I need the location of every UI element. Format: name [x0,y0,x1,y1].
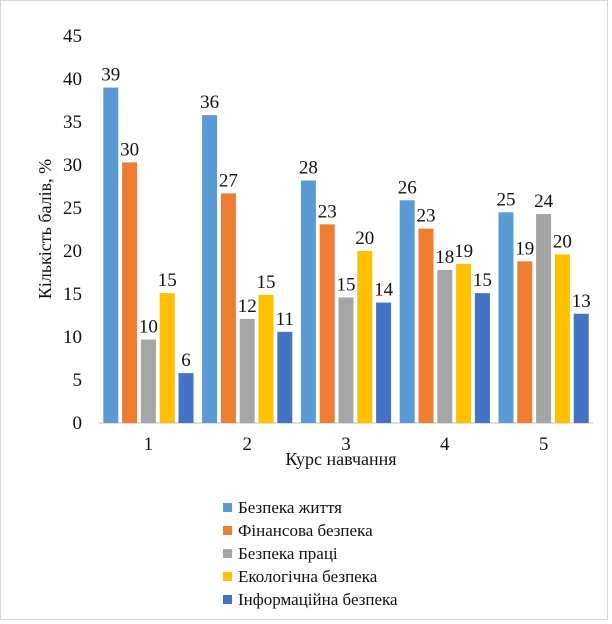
data-label: 11 [276,309,294,330]
data-label: 14 [374,280,394,301]
bar [338,297,354,423]
data-label: 19 [454,241,473,262]
data-label: 26 [398,177,417,198]
bar [122,162,138,424]
legend-swatch [223,526,232,535]
bar [202,115,218,424]
y-tick-label: 35 [63,112,82,133]
bar [140,339,156,423]
data-label: 25 [497,189,516,210]
bar [456,263,472,423]
legend-swatch [223,595,232,604]
bar [517,261,533,423]
y-tick-label: 15 [63,284,82,305]
data-label: 15 [257,272,276,293]
data-label: 20 [553,231,572,252]
x-tick-label: 3 [341,434,351,455]
legend-label: Інформаційна безпека [238,590,398,609]
bar [239,318,255,423]
bar [103,87,119,423]
legend: Безпека життя Фінансова безпека Безпека пр… [223,498,398,609]
legend-label: Безпека життя [238,498,342,517]
legend-swatch [223,503,232,512]
data-label: 15 [473,270,492,291]
data-label: 39 [101,65,120,86]
data-label: 24 [534,191,554,212]
bar [178,373,194,423]
data-label: 20 [355,228,374,249]
data-label: 15 [158,270,177,291]
y-tick-label: 45 [63,26,82,47]
y-tick-label: 5 [73,370,83,391]
bar [300,180,316,423]
data-label: 19 [515,238,534,259]
legend-label: Екологічна безпека [238,567,378,586]
y-tick-label: 30 [63,155,82,176]
y-tick-label: 40 [63,69,82,90]
x-tick-label: 2 [242,434,252,455]
data-label: 15 [337,274,356,295]
bar [554,254,570,423]
data-label: 27 [219,170,238,191]
bar [437,269,453,423]
legend-label: Фінансова безпека [238,521,373,540]
data-label: 13 [572,291,591,312]
x-tick-label: 4 [440,434,450,455]
data-label: 30 [120,139,139,160]
bar [376,302,392,423]
data-label: 12 [238,296,257,317]
x-axis-title: Курс навчання [285,449,396,469]
y-tick-label: 25 [63,198,82,219]
data-label: 23 [318,201,337,222]
bar [258,294,274,423]
legend-swatch [223,572,232,581]
y-tick-label: 10 [63,327,82,348]
bar [474,293,490,423]
data-label: 18 [435,247,454,268]
bar [498,212,514,423]
data-label: 28 [299,157,318,178]
x-axis-ticks: 1 2 3 4 5 [144,434,549,455]
bar [277,331,293,423]
y-axis-title: Кількість балів, % [35,159,55,299]
legend-label: Безпека праці [238,544,338,563]
bar [573,313,589,423]
x-tick-label: 5 [539,434,549,455]
data-label: 10 [139,317,158,338]
bar [220,193,236,423]
bar [418,228,434,423]
bar [319,224,335,423]
y-tick-label: 20 [63,241,82,262]
bar [159,293,175,423]
x-tick-label: 1 [144,434,154,455]
data-label: 6 [181,350,191,371]
y-tick-label: 0 [73,413,83,434]
data-label: 23 [417,206,436,227]
legend-swatch [223,549,232,558]
bar [399,200,415,423]
bar [536,214,552,423]
y-axis-ticks: 0 5 10 15 20 25 30 35 40 45 [63,26,82,434]
bar [357,251,373,423]
data-label: 36 [200,92,219,113]
